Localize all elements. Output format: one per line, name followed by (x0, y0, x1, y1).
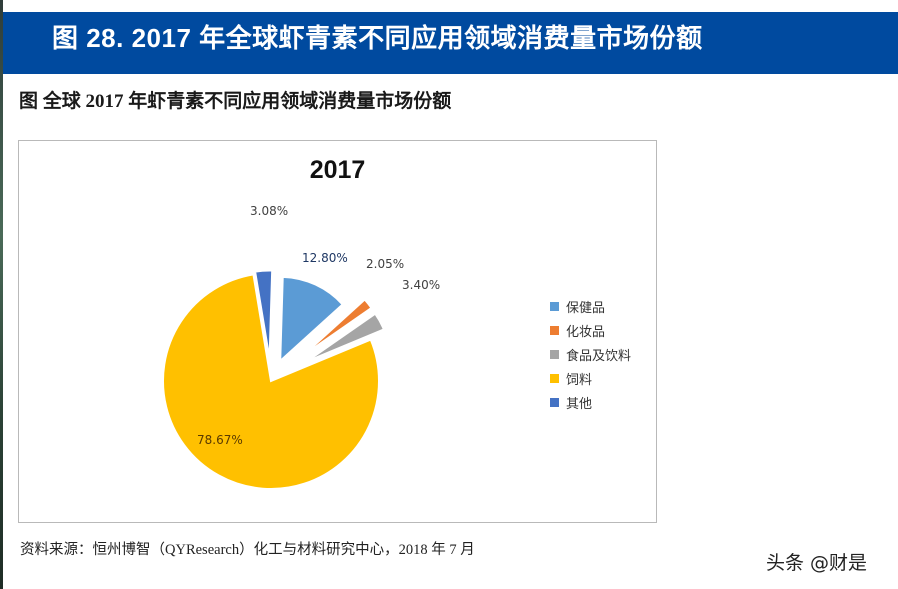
legend-swatch (550, 325, 559, 335)
legend: 保健品 化妆品 食品及饮料 饲料 其他 (550, 294, 631, 414)
chart-title: 2017 (309, 156, 366, 184)
legend-label: 食品及饮料 (566, 348, 632, 364)
pie-plot (162, 269, 386, 490)
data-label: 3.08% (250, 204, 289, 218)
data-label: 2.05% (366, 257, 405, 271)
title-banner (3, 12, 898, 74)
slice-food-beverage (305, 312, 386, 363)
banner-gap (683, 74, 898, 76)
slice-other (253, 269, 274, 360)
left-edge-strip (0, 0, 3, 589)
legend-item: 食品及饮料 (550, 342, 631, 366)
legend-label: 化妆品 (566, 324, 606, 340)
legend-label: 保健品 (566, 300, 606, 316)
legend-label: 其他 (566, 396, 593, 412)
legend-label: 饲料 (566, 372, 593, 388)
legend-item: 饲料 (550, 366, 631, 390)
legend-item: 化妆品 (550, 318, 631, 342)
legend-swatch (550, 397, 559, 407)
legend-item: 其他 (550, 390, 631, 414)
watermark: 头条 @财是 (766, 552, 868, 574)
pie-chart: 2017 12.80% 2.05% 3.40% 78.67% 3.08% 保健品 化妆品… (18, 140, 657, 523)
legend-swatch (550, 373, 559, 383)
data-label: 3.40% (402, 278, 441, 292)
legend-swatch (550, 301, 559, 311)
legend-item: 保健品 (550, 294, 631, 318)
figure-caption: 图 全球 2017 年虾青素不同应用领域消费量市场份额 (19, 91, 452, 112)
data-label: 12.80% (302, 251, 348, 265)
legend-swatch (550, 349, 559, 359)
data-label: 78.67% (197, 433, 243, 447)
slice-health-products (279, 275, 345, 364)
source-note: 资料来源：恒州博智（QYResearch）化工与材料研究中心，2018 年 7 … (20, 542, 475, 558)
slice-cosmetics (301, 298, 373, 357)
slice-feed (162, 273, 380, 490)
banner-title: 图 28. 2017 年全球虾青素不同应用领域消费量市场份额 (52, 23, 703, 53)
